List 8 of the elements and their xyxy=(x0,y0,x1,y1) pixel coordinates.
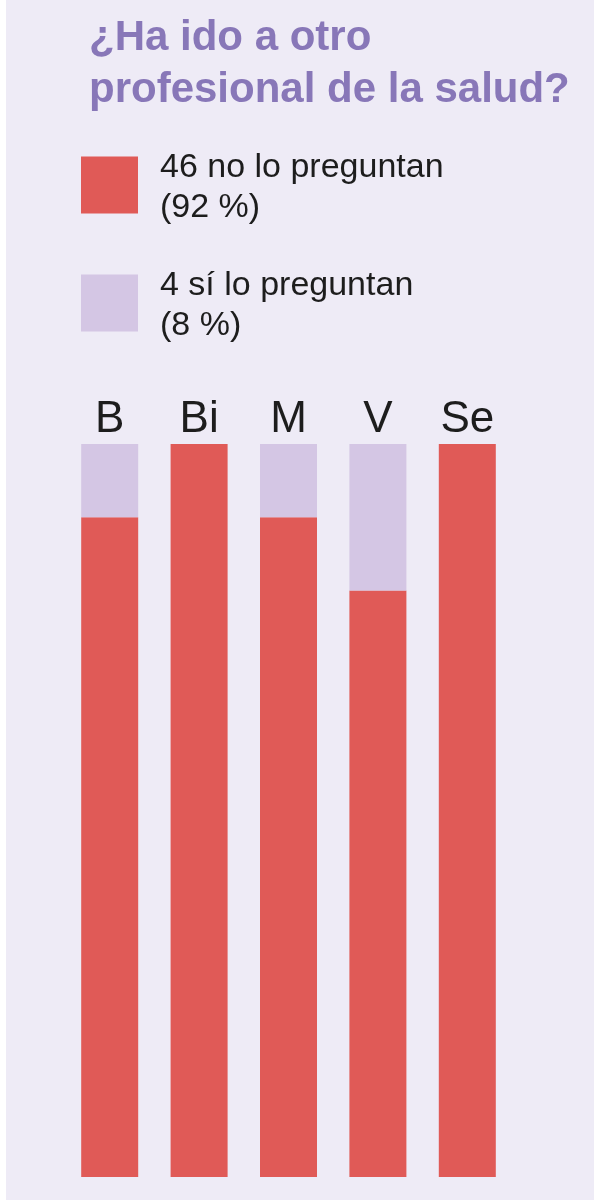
x-tick-label: M xyxy=(270,391,307,441)
x-tick-label: V xyxy=(363,391,394,441)
x-tick-label: Se xyxy=(440,391,495,441)
legend-label: 46 no lo preguntan (92 %) xyxy=(160,146,444,224)
x-tick-label: B xyxy=(95,391,125,441)
legend-label: 4 sí lo preguntan (8 %) xyxy=(160,264,414,342)
chart-title: ¿Ha ido a otro profesional de la salud? xyxy=(89,11,570,111)
x-tick-label: Bi xyxy=(179,391,219,441)
